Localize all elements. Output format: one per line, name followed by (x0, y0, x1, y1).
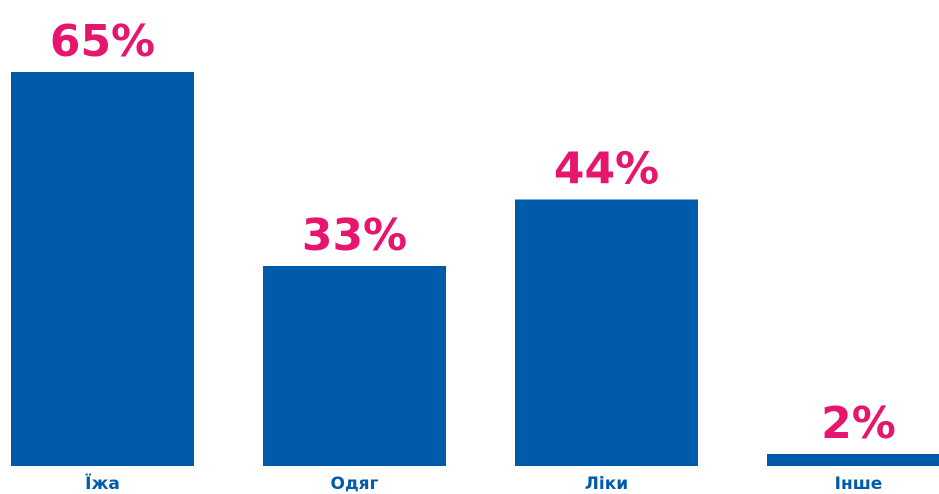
category-label-1: Одяг (331, 474, 379, 494)
category-label-3: Інше (835, 474, 883, 494)
bar-0 (11, 72, 194, 466)
bar-3 (767, 453, 939, 466)
category-labels-group: Їжа Одяг Ліки Інше (85, 472, 882, 494)
bar-1 (263, 265, 446, 466)
value-label-3: 2% (821, 398, 896, 449)
bars-group (11, 72, 939, 467)
bar-2 (515, 199, 698, 467)
category-label-2: Ліки (585, 474, 628, 494)
value-labels-group: 65% 33% 44% 2% (50, 16, 896, 449)
value-label-0: 65% (50, 16, 155, 67)
category-label-0: Їжа (85, 472, 120, 494)
value-label-2: 44% (554, 143, 659, 194)
value-label-1: 33% (302, 210, 407, 261)
